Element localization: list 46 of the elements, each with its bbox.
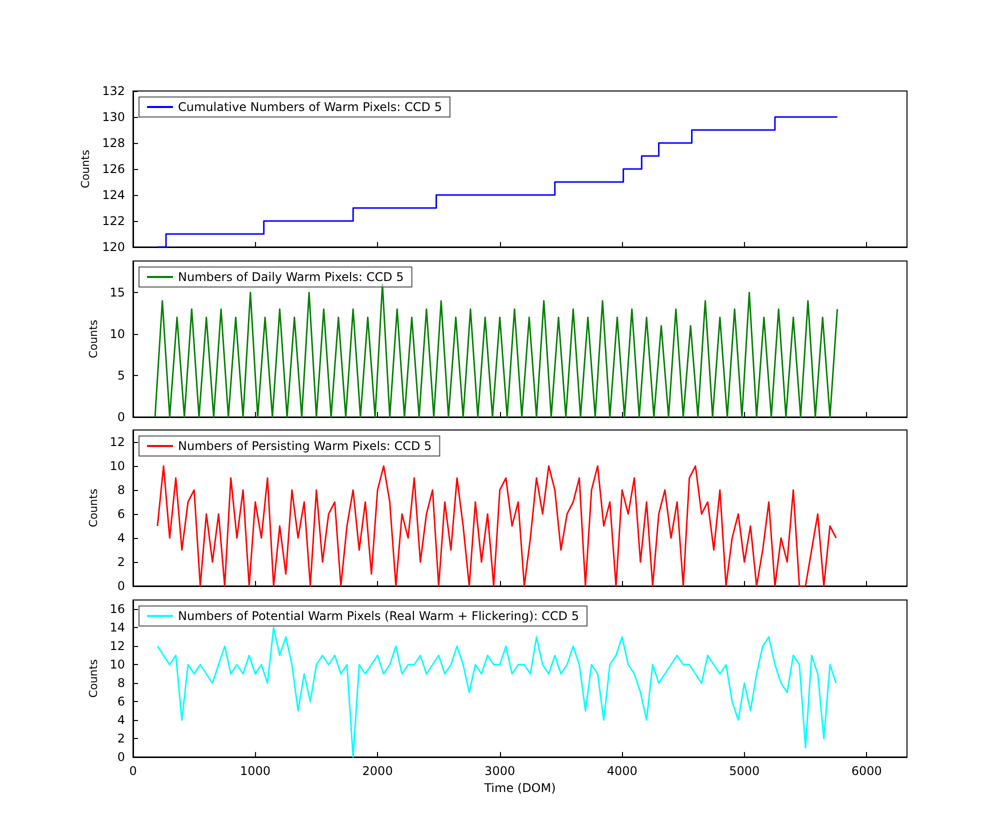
y-tick-label: 6 <box>117 507 125 522</box>
y-tick-label: 2 <box>117 732 125 746</box>
x-tick-label: 3000 <box>484 764 516 778</box>
y-tick-label: 15 <box>110 285 125 300</box>
y-axis-title: Counts <box>86 319 100 358</box>
y-tick-label: 12 <box>110 639 125 654</box>
y-tick-label: 4 <box>117 713 125 728</box>
y-tick-label: 0 <box>117 410 125 424</box>
y-tick-label: 8 <box>117 483 125 498</box>
y-tick-label: 14 <box>110 620 125 635</box>
y-tick-label: 132 <box>102 84 125 98</box>
y-tick-label: 124 <box>102 188 125 202</box>
legend-label: Numbers of Persisting Warm Pixels: CCD 5 <box>178 439 432 454</box>
x-tick-label: 1000 <box>240 764 271 778</box>
y-tick-label: 8 <box>117 676 125 690</box>
y-tick-label: 12 <box>110 435 125 450</box>
x-tick-label: 2000 <box>362 764 393 778</box>
x-tick-label: 5000 <box>729 764 760 778</box>
line-series <box>154 283 838 418</box>
x-tick-label: 0 <box>129 764 137 778</box>
y-axis-title: Counts <box>79 150 92 188</box>
y-tick-label: 120 <box>102 240 125 254</box>
y-tick-label: 122 <box>102 214 125 228</box>
y-tick-label: 16 <box>110 602 125 616</box>
legend-label: Numbers of Daily Warm Pixels: CCD 5 <box>178 270 404 284</box>
x-tick-label: 4000 <box>606 764 638 778</box>
y-axis-title: Counts <box>86 488 100 528</box>
y-tick-label: 130 <box>102 110 125 124</box>
x-axis-title: Time (DOM) <box>483 780 556 795</box>
legend-label: Numbers of Potential Warm Pixels (Real Warm + Flickering): CCD 5 <box>178 609 579 624</box>
y-axis-title: Counts <box>86 659 100 698</box>
y-tick-label: 6 <box>117 694 125 709</box>
legend-label: Cumulative Numbers of Warm Pixels: CCD 5 <box>178 100 442 114</box>
y-tick-label: 5 <box>117 368 125 382</box>
y-tick-label: 0 <box>117 750 125 764</box>
line-series <box>156 627 837 758</box>
y-tick-label: 10 <box>110 459 125 474</box>
y-tick-label: 4 <box>117 531 125 546</box>
y-tick-label: 0 <box>117 579 125 594</box>
line-series <box>156 466 837 588</box>
y-tick-label: 10 <box>110 326 125 341</box>
y-tick-label: 2 <box>117 555 125 570</box>
y-tick-label: 128 <box>102 136 125 150</box>
y-tick-label: 10 <box>110 658 125 672</box>
x-tick-label: 6000 <box>851 764 882 778</box>
y-tick-label: 126 <box>102 162 125 176</box>
